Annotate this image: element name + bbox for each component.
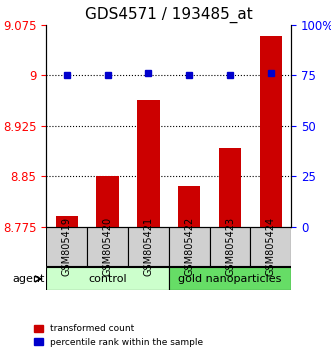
Bar [219, 148, 241, 227]
Text: GSM805423: GSM805423 [225, 217, 235, 276]
FancyBboxPatch shape [210, 227, 251, 266]
FancyBboxPatch shape [169, 227, 210, 266]
Legend: transformed count, percentile rank within the sample: transformed count, percentile rank withi… [31, 321, 206, 349]
FancyBboxPatch shape [87, 227, 128, 266]
Text: GSM805420: GSM805420 [103, 217, 113, 276]
Text: GSM805424: GSM805424 [266, 217, 276, 276]
Text: agent: agent [12, 274, 44, 284]
Text: gold nanoparticles: gold nanoparticles [178, 274, 282, 284]
Title: GDS4571 / 193485_at: GDS4571 / 193485_at [85, 7, 253, 23]
Bar [56, 216, 78, 227]
FancyBboxPatch shape [46, 227, 87, 266]
Text: control: control [88, 274, 127, 284]
FancyBboxPatch shape [251, 227, 291, 266]
Text: GSM805421: GSM805421 [143, 217, 153, 276]
Text: GSM805419: GSM805419 [62, 217, 72, 276]
Bar [137, 100, 160, 227]
Bar [96, 176, 119, 227]
Text: GSM805422: GSM805422 [184, 217, 194, 276]
FancyBboxPatch shape [46, 267, 169, 290]
FancyBboxPatch shape [169, 267, 291, 290]
Bar [178, 186, 201, 227]
Bar [260, 35, 282, 227]
FancyBboxPatch shape [128, 227, 169, 266]
